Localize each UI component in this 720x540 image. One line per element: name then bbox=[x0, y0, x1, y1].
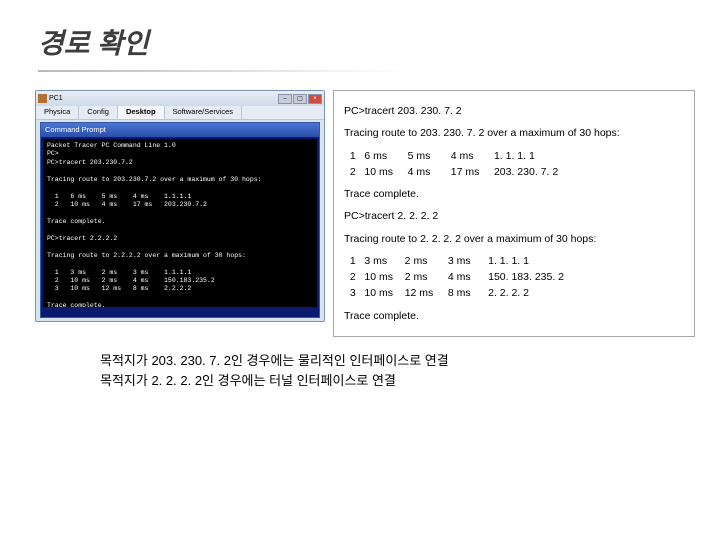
terminal-line: PC> bbox=[47, 150, 313, 158]
terminal-line bbox=[47, 243, 313, 251]
terminal-line: 3 10 ms 12 ms 8 ms 2.2.2.2 bbox=[47, 285, 313, 293]
trace-line: Trace complete. bbox=[344, 186, 684, 202]
terminal-line bbox=[47, 226, 313, 234]
terminal-line: 1 3 ms 2 ms 3 ms 1.1.1.1 bbox=[47, 269, 313, 277]
trace-line: Tracing route to 203. 230. 7. 2 over a m… bbox=[344, 125, 684, 141]
terminal-line bbox=[47, 294, 313, 302]
tab-physical[interactable]: Physica bbox=[36, 106, 79, 119]
terminal-line bbox=[47, 210, 313, 218]
trace-line: Trace complete. bbox=[344, 308, 684, 324]
command-prompt-window: Command Prompt Packet Tracer PC Command … bbox=[40, 122, 320, 318]
trace-line: 1 6 ms 5 ms 4 ms 1. 1. 1. 1 bbox=[344, 148, 684, 164]
window-titlebar: PC1 – ▢ × bbox=[36, 91, 324, 106]
window-icon bbox=[38, 94, 47, 103]
terminal-line bbox=[47, 167, 313, 175]
description-text: 목적지가 203. 230. 7. 2인 경우에는 물리적인 인터페이스로 연결… bbox=[0, 337, 720, 391]
close-button[interactable]: × bbox=[308, 94, 322, 104]
content-row: PC1 – ▢ × Physica Config Desktop Softwar… bbox=[0, 72, 720, 337]
terminal-line: 2 10 ms 4 ms 17 ms 203.230.7.2 bbox=[47, 201, 313, 209]
tab-software[interactable]: Software/Services bbox=[165, 106, 242, 119]
terminal-line: 2 10 ms 2 ms 4 ms 150.183.235.2 bbox=[47, 277, 313, 285]
terminal-line: Tracing route to 203.230.7.2 over a maxi… bbox=[47, 176, 313, 184]
description-line-1: 목적지가 203. 230. 7. 2인 경우에는 물리적인 인터페이스로 연결 bbox=[100, 351, 690, 371]
trace-line: PC>tracert 203. 230. 7. 2 bbox=[344, 103, 684, 119]
trace-line: 2 10 ms 2 ms 4 ms 150. 183. 235. 2 bbox=[344, 269, 684, 285]
maximize-button[interactable]: ▢ bbox=[293, 94, 307, 104]
tab-config[interactable]: Config bbox=[79, 106, 118, 119]
trace-line: 2 10 ms 4 ms 17 ms 203. 230. 7. 2 bbox=[344, 164, 684, 180]
window-buttons: – ▢ × bbox=[278, 94, 322, 104]
packet-tracer-window: PC1 – ▢ × Physica Config Desktop Softwar… bbox=[35, 90, 325, 322]
description-line-2: 목적지가 2. 2. 2. 2인 경우에는 터널 인터페이스로 연결 bbox=[100, 371, 690, 391]
terminal-line: PC>tracert 2.2.2.2 bbox=[47, 235, 313, 243]
terminal-line: Trace complete. bbox=[47, 302, 313, 307]
page-title: 경로 확인 bbox=[0, 0, 720, 62]
terminal-line bbox=[47, 184, 313, 192]
trace-line: 1 3 ms 2 ms 3 ms 1. 1. 1. 1 bbox=[344, 253, 684, 269]
terminal-line bbox=[47, 260, 313, 268]
terminal-output[interactable]: Packet Tracer PC Command Line 1.0PC>PC>t… bbox=[43, 139, 317, 307]
terminal-line: Tracing route to 2.2.2.2 over a maximum … bbox=[47, 252, 313, 260]
trace-line: 3 10 ms 12 ms 8 ms 2. 2. 2. 2 bbox=[344, 285, 684, 301]
trace-line: Tracing route to 2. 2. 2. 2 over a maxim… bbox=[344, 231, 684, 247]
window-title: PC1 bbox=[49, 95, 63, 102]
window-tabs: Physica Config Desktop Software/Services bbox=[36, 106, 324, 120]
tab-desktop[interactable]: Desktop bbox=[118, 106, 165, 119]
minimize-button[interactable]: – bbox=[278, 94, 292, 104]
terminal-line: 1 6 ms 5 ms 4 ms 1.1.1.1 bbox=[47, 193, 313, 201]
terminal-line: Trace complete. bbox=[47, 218, 313, 226]
trace-line: PC>tracert 2. 2. 2. 2 bbox=[344, 208, 684, 224]
terminal-line: Packet Tracer PC Command Line 1.0 bbox=[47, 142, 313, 150]
trace-output-box: PC>tracert 203. 230. 7. 2 Tracing route t… bbox=[333, 90, 695, 337]
terminal-line: PC>tracert 203.230.7.2 bbox=[47, 159, 313, 167]
command-prompt-title: Command Prompt bbox=[41, 123, 319, 137]
